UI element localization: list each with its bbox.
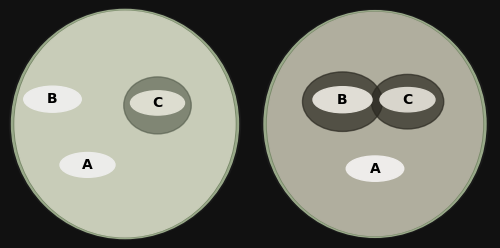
Ellipse shape [346, 156, 404, 181]
Text: A: A [370, 162, 380, 176]
Ellipse shape [10, 8, 240, 240]
Ellipse shape [130, 91, 184, 115]
Ellipse shape [14, 11, 236, 237]
Ellipse shape [266, 12, 484, 236]
Text: C: C [152, 96, 162, 110]
Text: B: B [337, 93, 348, 107]
Text: B: B [47, 92, 58, 106]
Ellipse shape [264, 11, 486, 237]
Ellipse shape [302, 72, 382, 131]
Ellipse shape [262, 10, 488, 238]
Ellipse shape [24, 86, 81, 112]
Ellipse shape [268, 12, 482, 236]
Text: C: C [402, 93, 412, 107]
Ellipse shape [313, 87, 372, 113]
Ellipse shape [380, 88, 435, 112]
Ellipse shape [12, 9, 238, 239]
Text: A: A [82, 158, 93, 172]
Ellipse shape [124, 77, 191, 134]
Ellipse shape [15, 11, 235, 237]
Ellipse shape [371, 74, 444, 129]
Ellipse shape [60, 153, 115, 177]
